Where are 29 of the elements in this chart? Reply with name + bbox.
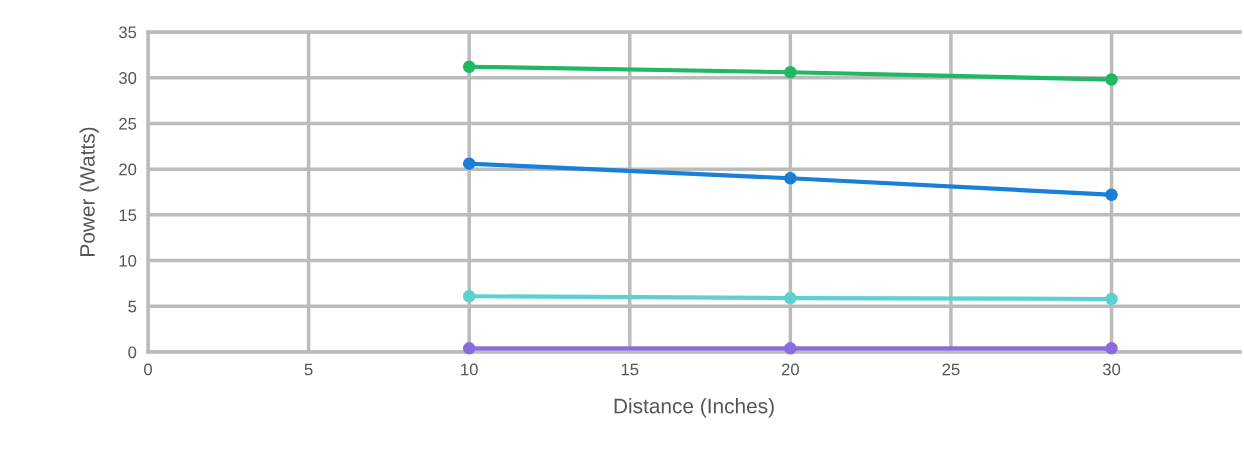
x-tick-label: 10	[461, 363, 478, 376]
point	[784, 65, 797, 79]
y-tick-label: 10	[119, 254, 137, 267]
point	[462, 157, 476, 170]
point	[462, 342, 476, 355]
x-axis-title: Distance (Inches)	[614, 398, 774, 418]
x-tick-label: 25	[942, 363, 960, 376]
point	[1105, 188, 1118, 201]
y-tick-label: 25	[119, 117, 137, 130]
point	[784, 342, 797, 355]
y-tick-label: 35	[118, 26, 137, 39]
x-tick-label: 5	[304, 363, 313, 376]
point	[784, 172, 797, 185]
x-tick-label: 30	[1102, 363, 1121, 376]
y-tick-label: 30	[118, 72, 137, 84]
y-tick-label: 5	[128, 300, 137, 313]
y-tick-label: 15	[119, 209, 137, 222]
x-tick-label: 20	[781, 363, 799, 376]
point	[784, 291, 797, 305]
point	[1105, 73, 1118, 86]
point	[462, 60, 476, 73]
y-tick-label: 20	[119, 163, 137, 176]
x-tick-label: 15	[621, 363, 639, 376]
y-tick-label: 0	[128, 346, 137, 359]
x-tick-label: 0	[144, 363, 152, 376]
point	[1105, 292, 1118, 306]
point	[1105, 342, 1118, 355]
y-axis-title: Power (Watts)	[79, 127, 99, 256]
point	[462, 289, 476, 303]
